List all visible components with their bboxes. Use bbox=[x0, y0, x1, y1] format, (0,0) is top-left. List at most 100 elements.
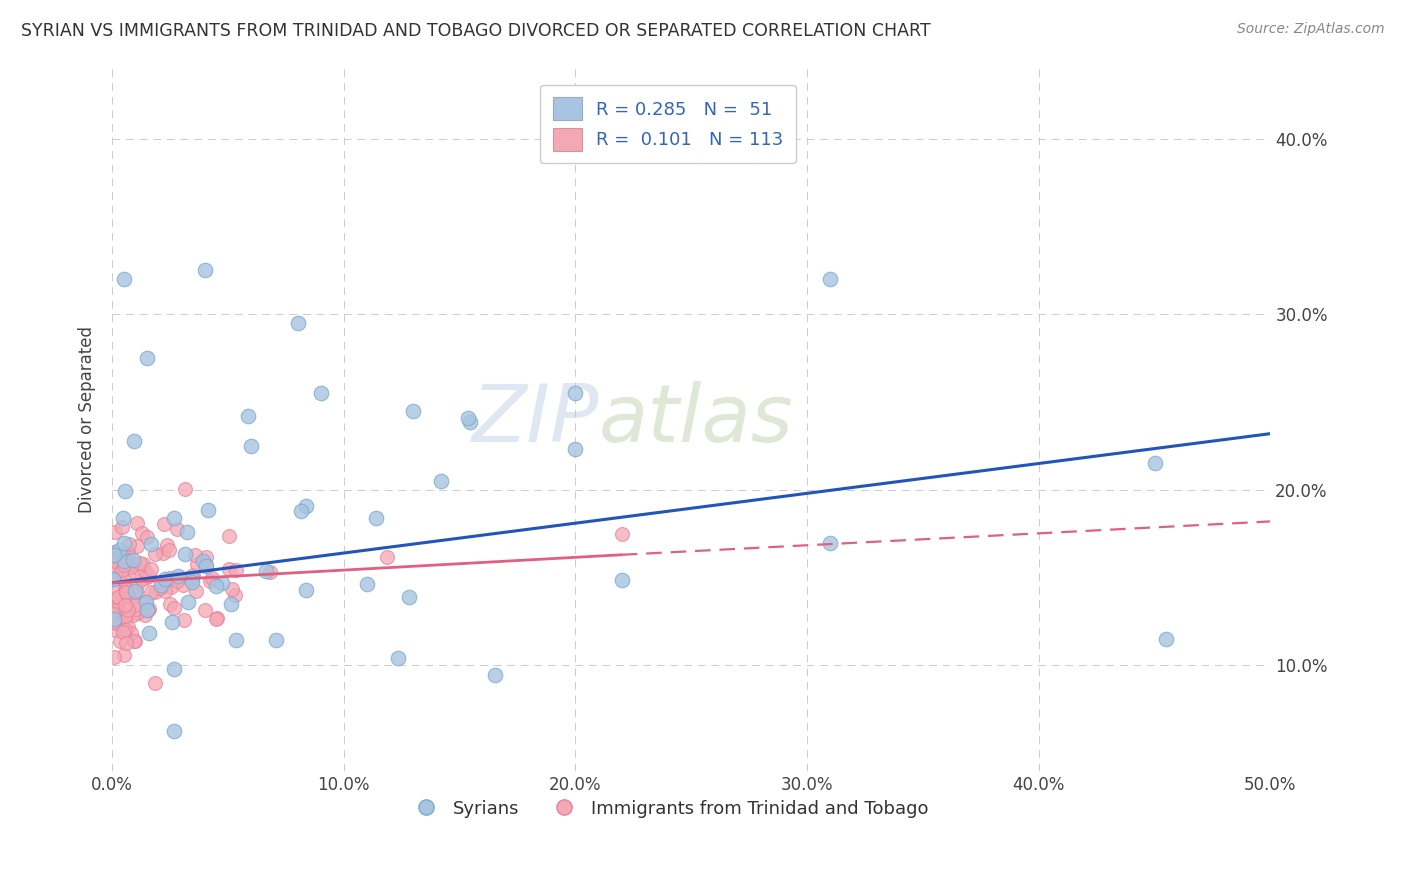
Point bbox=[114, 624, 136, 638]
Point bbox=[104, 559, 127, 574]
Point bbox=[104, 524, 127, 539]
Point bbox=[430, 475, 453, 489]
Point bbox=[114, 574, 136, 589]
Point bbox=[194, 558, 217, 572]
Point bbox=[112, 648, 135, 663]
Point bbox=[114, 586, 136, 600]
Point bbox=[139, 562, 162, 576]
Point bbox=[103, 545, 125, 559]
Point bbox=[115, 546, 138, 560]
Point bbox=[125, 584, 148, 599]
Point bbox=[103, 554, 125, 568]
Point bbox=[134, 595, 156, 609]
Point bbox=[195, 550, 218, 565]
Point bbox=[254, 564, 277, 578]
Point bbox=[107, 599, 129, 614]
Point bbox=[201, 571, 224, 585]
Point bbox=[127, 516, 149, 530]
Point bbox=[159, 571, 181, 585]
Point bbox=[103, 615, 125, 629]
Point bbox=[108, 605, 131, 619]
Point bbox=[122, 434, 145, 448]
Point bbox=[159, 597, 181, 611]
Point bbox=[153, 517, 176, 532]
Point bbox=[114, 582, 136, 597]
Point bbox=[118, 553, 141, 567]
Point bbox=[117, 603, 139, 617]
Point bbox=[107, 591, 129, 606]
Point bbox=[101, 572, 124, 586]
Point bbox=[166, 568, 188, 582]
Point bbox=[135, 595, 157, 609]
Point bbox=[387, 651, 409, 665]
Point bbox=[165, 571, 187, 585]
Point bbox=[149, 578, 172, 592]
Point bbox=[132, 558, 155, 572]
Point bbox=[364, 511, 387, 525]
Point bbox=[101, 607, 124, 621]
Point bbox=[375, 549, 398, 564]
Point bbox=[122, 634, 145, 648]
Point bbox=[128, 557, 150, 571]
Point bbox=[136, 603, 159, 617]
Point bbox=[112, 511, 135, 525]
Point bbox=[127, 578, 149, 592]
Point bbox=[294, 499, 316, 513]
Point bbox=[173, 613, 195, 627]
Point bbox=[125, 606, 148, 620]
Point bbox=[134, 564, 156, 578]
Point bbox=[402, 404, 425, 418]
Point bbox=[172, 578, 194, 592]
Point bbox=[1154, 632, 1177, 646]
Point bbox=[143, 676, 166, 690]
Point bbox=[149, 581, 172, 595]
Point bbox=[820, 272, 842, 286]
Point bbox=[194, 558, 217, 573]
Point bbox=[108, 616, 131, 631]
Point bbox=[240, 439, 263, 453]
Point bbox=[121, 608, 143, 623]
Point bbox=[136, 603, 159, 617]
Point bbox=[141, 537, 163, 551]
Point bbox=[194, 602, 217, 616]
Point bbox=[177, 571, 200, 585]
Point bbox=[177, 595, 200, 609]
Point bbox=[105, 603, 128, 617]
Point bbox=[120, 625, 142, 640]
Text: atlas: atlas bbox=[599, 381, 793, 458]
Point bbox=[152, 546, 174, 560]
Point bbox=[117, 589, 139, 603]
Point bbox=[124, 634, 146, 648]
Point bbox=[610, 526, 633, 541]
Point bbox=[136, 351, 159, 366]
Point bbox=[115, 635, 138, 649]
Point bbox=[211, 576, 233, 591]
Point bbox=[103, 548, 125, 562]
Point bbox=[458, 415, 481, 429]
Point bbox=[114, 609, 136, 624]
Point bbox=[610, 574, 633, 588]
Point bbox=[186, 584, 208, 599]
Point bbox=[224, 588, 246, 602]
Point bbox=[103, 612, 125, 626]
Point bbox=[198, 574, 221, 588]
Point bbox=[138, 626, 160, 640]
Point bbox=[398, 591, 420, 605]
Point bbox=[111, 624, 134, 639]
Point bbox=[124, 599, 146, 613]
Point bbox=[131, 572, 153, 586]
Point bbox=[120, 559, 142, 574]
Point bbox=[309, 386, 332, 401]
Point bbox=[114, 598, 136, 612]
Point bbox=[153, 583, 176, 598]
Point bbox=[162, 511, 184, 525]
Point bbox=[134, 571, 156, 585]
Point bbox=[181, 571, 204, 585]
Point bbox=[111, 563, 134, 577]
Point bbox=[457, 410, 479, 425]
Point bbox=[125, 602, 148, 616]
Point bbox=[120, 591, 142, 605]
Point bbox=[124, 557, 146, 571]
Point bbox=[259, 566, 281, 580]
Point bbox=[143, 547, 166, 561]
